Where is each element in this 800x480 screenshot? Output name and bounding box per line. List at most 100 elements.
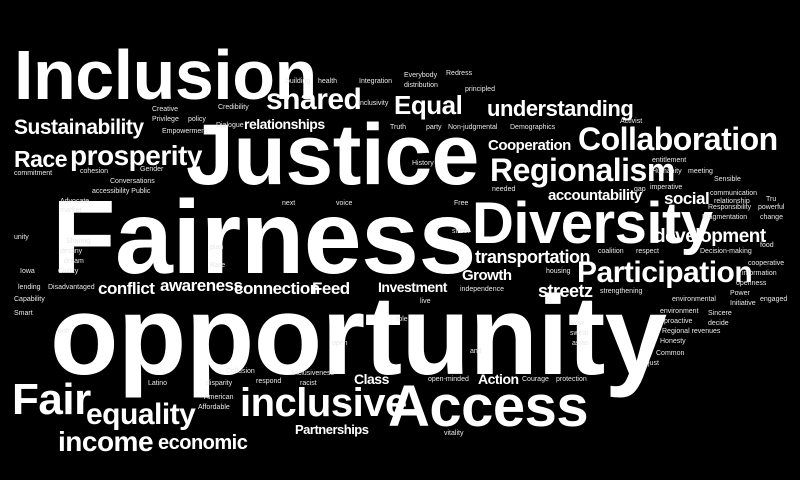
word-needed: needed: [492, 186, 516, 193]
word-shared: shared: [266, 83, 362, 116]
word-conflict: conflict: [98, 279, 155, 298]
word-free: Free: [454, 200, 469, 207]
word-party: party: [426, 124, 442, 131]
word-truth: Truth: [390, 124, 407, 131]
word-entitlement: entitlement: [652, 157, 687, 164]
word-growth: Growth: [462, 267, 512, 284]
word-fragmentation: Fragmentation: [702, 214, 748, 221]
word-awareness: awareness: [160, 276, 243, 295]
word-development: development: [654, 226, 766, 247]
word-understanding: understanding: [487, 96, 634, 121]
word-market: market: [60, 207, 82, 214]
word-creative: Creative: [152, 106, 179, 113]
word-respect: respect: [636, 248, 659, 255]
word-open: open: [332, 340, 348, 347]
word-equal: Equal: [394, 90, 463, 120]
word-regional-revenues: Regional revenues: [662, 328, 721, 335]
word-connection: connection: [234, 279, 320, 298]
word-environment: environment: [660, 308, 699, 315]
word-latino: Latino: [148, 380, 168, 387]
word-opportunity: opportunity: [50, 273, 667, 398]
word-income: income: [58, 426, 154, 457]
word-conversations: Conversations: [110, 178, 155, 185]
word-everybody: Everybody: [404, 72, 438, 79]
word-advocate: Advocate: [60, 198, 90, 205]
word-housing: housing: [546, 268, 571, 275]
word-respond: respond: [256, 378, 282, 385]
word-cooperation: Cooperation: [488, 137, 571, 154]
word-cooperative: cooperative: [748, 260, 785, 267]
word-privilege: Privilege: [152, 116, 179, 123]
word-sharing: Sharing: [66, 238, 91, 245]
word-meeting: meeting: [688, 168, 713, 175]
word-building: building: [286, 78, 311, 85]
word-live: live: [420, 298, 431, 305]
word-powerful: powerful: [758, 204, 785, 211]
word-accessibility-public: accessibility Public: [92, 188, 151, 195]
word-vitality: vitality: [444, 430, 464, 437]
word-dream: dream: [64, 258, 84, 265]
word-strengthening: strengthening: [600, 288, 643, 295]
word-equality: equality: [86, 398, 196, 431]
word-commitment: commitment: [14, 170, 53, 177]
word-relationships: relationships: [244, 116, 325, 132]
word-credibility: Credibility: [218, 104, 249, 111]
word-just: just: [648, 360, 659, 367]
word-asian: asian: [572, 340, 589, 347]
word-justice: Justice: [186, 107, 479, 203]
word-class: Class: [354, 371, 389, 387]
word-destiny: destiny: [60, 248, 83, 255]
word-principled: principled: [465, 86, 495, 93]
word-economic: economic: [158, 432, 248, 454]
word-empowerment: Empowerment: [162, 128, 208, 135]
word-civility: Civility: [58, 268, 79, 275]
word-affordable: Affordable: [198, 404, 230, 411]
word-responsibility: Responsibility: [708, 204, 752, 211]
word-rare: Rare: [210, 262, 226, 269]
word-investment: Investment: [378, 279, 447, 295]
word-integration: Integration: [359, 78, 393, 85]
word-humanity: Humanity: [652, 168, 682, 175]
word-cohesion: cohesion: [80, 168, 109, 175]
word-honesty: Honesty: [660, 338, 686, 345]
word-change: change: [760, 214, 783, 221]
word-disadvantaged: Disadvantaged: [48, 284, 95, 291]
word-gender: Gender: [140, 166, 164, 173]
word-protection: protection: [556, 376, 587, 383]
word-courage: Courage: [522, 376, 549, 383]
word-power: Power: [730, 290, 750, 297]
word-smart: Smart: [14, 310, 33, 317]
word-trust: Tru: [766, 196, 777, 203]
word-distribution: distribution: [404, 82, 438, 89]
word-initiative: Initiative: [730, 300, 756, 307]
word-policy: policy: [188, 116, 206, 123]
word-race: Race: [14, 146, 67, 172]
word-proactive: proactive: [664, 318, 693, 325]
word-partnerships: Partnerships: [295, 422, 369, 437]
word-health: health: [318, 78, 338, 85]
word-accountability: accountability: [548, 187, 642, 204]
word-demographics: Demographics: [510, 124, 556, 131]
word-common: Common: [656, 350, 685, 357]
word-social: social: [664, 189, 710, 208]
word-and: and: [470, 348, 482, 355]
word-diversity: Diversity: [472, 191, 713, 256]
word-role: role: [396, 316, 408, 323]
word-regionalism: Regionalism: [490, 152, 675, 188]
word-dialogue: Dialogue: [216, 122, 244, 129]
word-gap: gap: [634, 186, 646, 193]
word-plan: plan: [210, 244, 224, 251]
word-decisionmaking: Decision-making: [700, 248, 752, 255]
word-environmental: environmental: [672, 296, 716, 303]
word-action: Action: [478, 371, 519, 387]
word-independence: independence: [460, 286, 504, 293]
word-now: Now: [570, 320, 585, 327]
word-voice: voice: [336, 200, 353, 207]
word-prosperity: prosperity: [70, 140, 202, 171]
word-imperative: imperative: [650, 184, 683, 191]
word-access: Access: [388, 374, 589, 439]
word-coalition: coalition: [598, 248, 624, 255]
word-american: American: [204, 394, 234, 401]
word-disparity: disparity: [206, 380, 233, 387]
word-engaged: engaged: [760, 296, 788, 303]
